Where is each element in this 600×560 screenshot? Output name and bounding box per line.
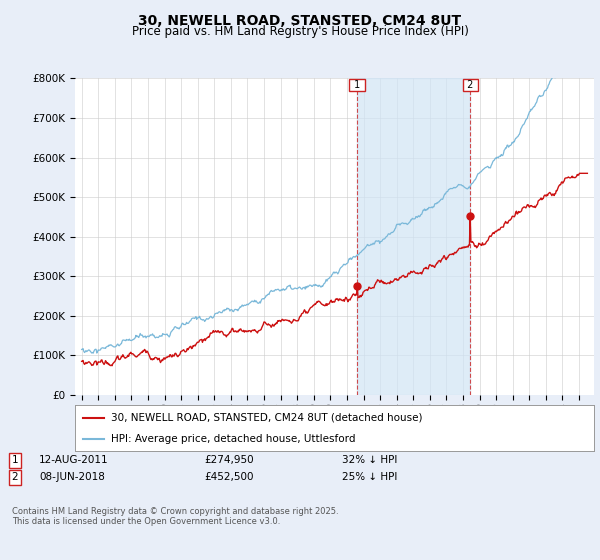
Text: 1: 1: [351, 80, 363, 90]
Text: 08-JUN-2018: 08-JUN-2018: [39, 472, 105, 482]
Text: 1: 1: [11, 455, 19, 465]
Text: 2: 2: [464, 80, 476, 90]
Text: 12-AUG-2011: 12-AUG-2011: [39, 455, 109, 465]
Text: Price paid vs. HM Land Registry's House Price Index (HPI): Price paid vs. HM Land Registry's House …: [131, 25, 469, 38]
Text: 30, NEWELL ROAD, STANSTED, CM24 8UT: 30, NEWELL ROAD, STANSTED, CM24 8UT: [139, 14, 461, 28]
Text: 25% ↓ HPI: 25% ↓ HPI: [342, 472, 397, 482]
Bar: [357, 78, 470, 395]
Text: £274,950: £274,950: [204, 455, 254, 465]
Text: 32% ↓ HPI: 32% ↓ HPI: [342, 455, 397, 465]
Text: Contains HM Land Registry data © Crown copyright and database right 2025.
This d: Contains HM Land Registry data © Crown c…: [12, 507, 338, 526]
Text: HPI: Average price, detached house, Uttlesford: HPI: Average price, detached house, Uttl…: [112, 435, 356, 444]
Text: 2: 2: [11, 472, 19, 482]
Text: £452,500: £452,500: [204, 472, 254, 482]
Text: 30, NEWELL ROAD, STANSTED, CM24 8UT (detached house): 30, NEWELL ROAD, STANSTED, CM24 8UT (det…: [112, 413, 423, 423]
